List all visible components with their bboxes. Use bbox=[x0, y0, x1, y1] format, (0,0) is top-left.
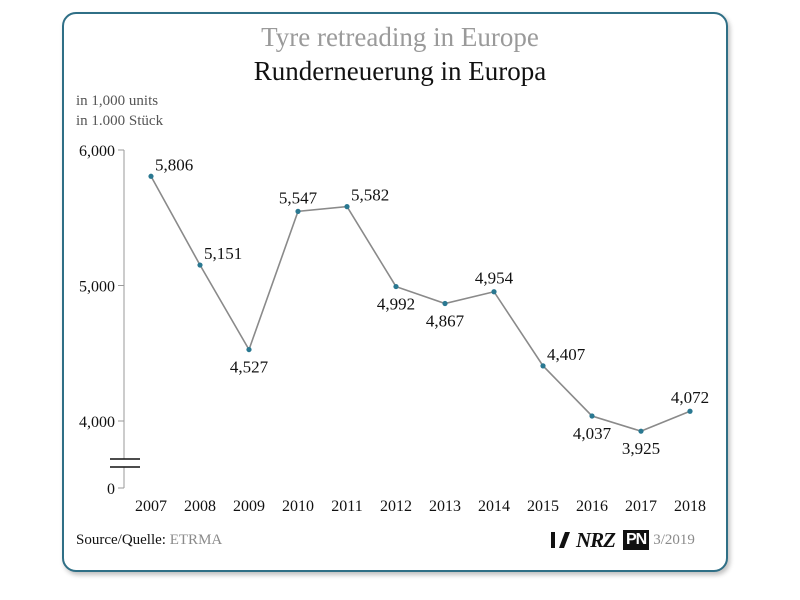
data-point bbox=[393, 283, 399, 290]
data-point bbox=[540, 363, 546, 369]
chart-subtitle: Runderneuerung in Europa bbox=[253, 56, 547, 86]
issue-number: 3/2019 bbox=[653, 531, 695, 548]
x-tick-label: 2010 bbox=[282, 498, 314, 515]
source-label: Source/Quelle: bbox=[76, 532, 166, 548]
data-label: 4,527 bbox=[230, 358, 269, 377]
data-label: 5,806 bbox=[155, 155, 193, 174]
y-tick-label: 4,000 bbox=[79, 414, 115, 431]
data-label: 4,954 bbox=[475, 269, 514, 288]
axes: 4,000 5,000 6,000 0 bbox=[79, 143, 140, 498]
data-label: 5,547 bbox=[279, 188, 318, 207]
logo-pn: PN bbox=[623, 530, 650, 550]
data-point bbox=[491, 289, 497, 295]
data-point bbox=[687, 408, 693, 414]
data-label: 3,925 bbox=[622, 439, 660, 458]
data-label: 4,072 bbox=[671, 388, 709, 407]
data-label: 4,867 bbox=[426, 312, 465, 331]
x-tick-label: 2008 bbox=[184, 498, 216, 515]
x-tick-label: 2007 bbox=[135, 498, 167, 515]
x-tick-label: 2016 bbox=[576, 498, 608, 515]
y-tick-label: 6,000 bbox=[79, 143, 115, 160]
chart-title: Tyre retreading in Europe bbox=[261, 22, 539, 52]
y-unit-label-de: in 1.000 Stück bbox=[76, 113, 164, 129]
axis-break-gap bbox=[110, 459, 140, 467]
source-line: Source/Quelle: ETRMA bbox=[76, 532, 222, 549]
chart-card bbox=[62, 12, 728, 572]
data-label: 5,151 bbox=[204, 244, 242, 263]
data-point bbox=[246, 346, 252, 353]
data-point bbox=[197, 262, 203, 268]
x-tick-label: 2009 bbox=[233, 498, 265, 515]
y-tick-label-zero: 0 bbox=[107, 481, 115, 498]
data-labels: 5,806 5,151 4,527 5,547 5,582 4,992 4,867 4,954… bbox=[155, 155, 709, 458]
logo-nrz: NRZ bbox=[576, 527, 616, 552]
series-line bbox=[150, 175, 691, 433]
data-label: 5,582 bbox=[351, 186, 389, 205]
x-tick-label: 2014 bbox=[478, 498, 510, 515]
x-tick-label: 2015 bbox=[527, 498, 559, 515]
data-points bbox=[148, 173, 693, 434]
data-label: 4,037 bbox=[573, 424, 612, 443]
x-tick-label: 2013 bbox=[429, 498, 461, 515]
x-tick-labels: 2007 2008 2009 2010 2011 2012 2013 2014 2015 2016… bbox=[135, 498, 706, 515]
data-point bbox=[638, 428, 644, 434]
data-point bbox=[295, 208, 301, 214]
data-point bbox=[344, 204, 350, 210]
y-unit-label-en: in 1,000 units bbox=[76, 93, 159, 109]
data-label: 4,407 bbox=[547, 345, 586, 364]
series-line-group bbox=[150, 175, 691, 433]
y-tick-label: 5,000 bbox=[79, 279, 115, 296]
source-value: ETRMA bbox=[169, 532, 223, 548]
x-tick-label: 2017 bbox=[625, 498, 657, 515]
data-label: 4,992 bbox=[377, 295, 415, 314]
data-point bbox=[148, 173, 154, 179]
publisher-logos: NRZ PN 3/2019 bbox=[550, 528, 695, 552]
data-point bbox=[589, 413, 595, 419]
data-point bbox=[442, 300, 448, 307]
x-tick-label: 2012 bbox=[380, 498, 412, 515]
x-tick-label: 2011 bbox=[331, 498, 362, 515]
x-tick-label: 2018 bbox=[674, 498, 706, 515]
nrz-mark-icon bbox=[550, 530, 574, 550]
